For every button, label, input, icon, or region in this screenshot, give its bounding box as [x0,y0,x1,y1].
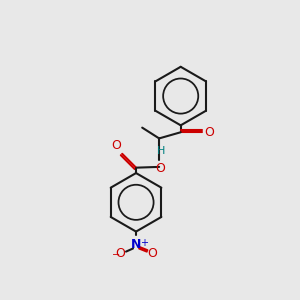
Text: O: O [147,248,157,260]
Text: O: O [111,139,121,152]
Text: O: O [205,126,214,139]
Text: N: N [131,238,141,251]
Text: H: H [157,146,165,156]
Text: O: O [156,161,166,175]
Text: +: + [140,238,148,248]
Text: O: O [116,248,126,260]
Text: −: − [112,250,120,260]
